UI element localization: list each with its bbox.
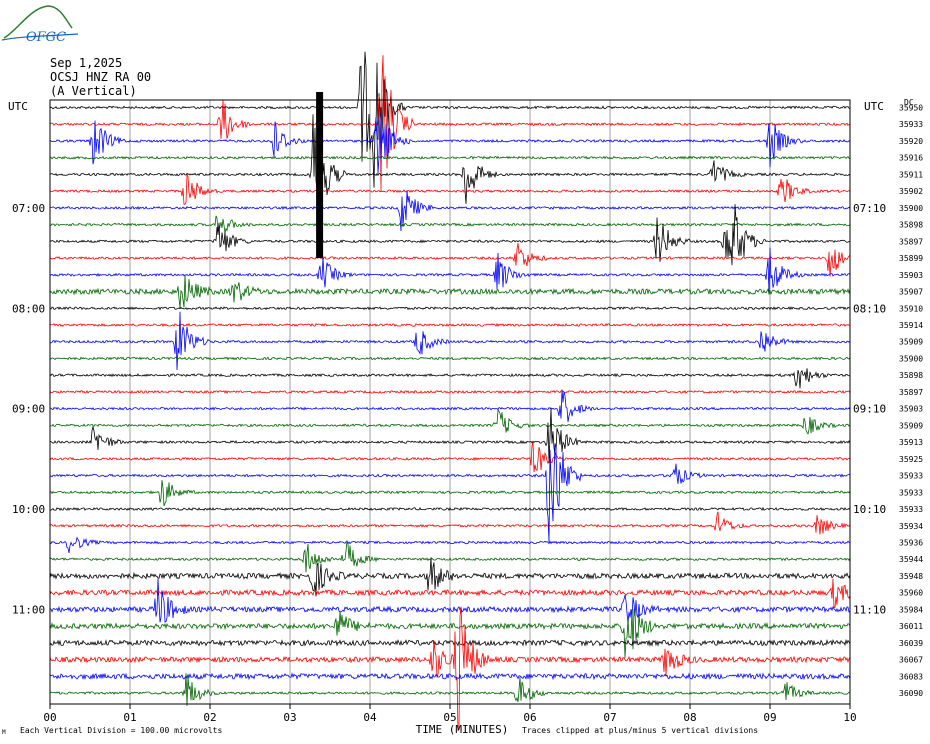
- trace-value: 36039: [899, 639, 923, 648]
- trace-value: 36090: [899, 689, 923, 698]
- trace-value: 35933: [899, 505, 923, 514]
- trace-value: 35913: [899, 438, 923, 447]
- trace-value: 35903: [899, 271, 923, 280]
- x-tick-label: 02: [203, 711, 216, 724]
- trace-value: 35933: [899, 488, 923, 497]
- trace-value: 35911: [899, 170, 923, 179]
- left-hour-label: 07:00: [12, 202, 45, 215]
- clipped-event-block: [316, 92, 323, 258]
- trace-value: 35948: [899, 572, 923, 581]
- clip-note: Traces clipped at plus/minus 5 vertical …: [522, 726, 758, 735]
- trace-value: 35909: [899, 338, 923, 347]
- trace-value: 35897: [899, 388, 923, 397]
- division-note: Each Vertical Division = 100.00 microvol…: [20, 726, 222, 735]
- right-hour-label: 11:10: [853, 603, 886, 616]
- left-hour-label: 11:00: [12, 603, 45, 616]
- trace-value: 35909: [899, 421, 923, 430]
- trace-value: 36011: [899, 622, 923, 631]
- right-hour-label: 10:10: [853, 503, 886, 516]
- trace-value: 35933: [899, 472, 923, 481]
- trace-value: 35920: [899, 137, 923, 146]
- right-trace-values: 3595035933359203591635911359023590035898…: [899, 104, 923, 699]
- trace-value: 35900: [899, 354, 923, 363]
- left-time-labels: 07:00 08:00 09:00 10:00 11:00: [12, 202, 45, 617]
- dc-label: DC: [904, 98, 914, 107]
- x-tick-label: 00: [43, 711, 56, 724]
- trace-value: 35934: [899, 522, 923, 531]
- trace-value: 35960: [899, 589, 923, 598]
- trace-value: 35936: [899, 538, 923, 547]
- utc-left-label: UTC: [8, 100, 28, 113]
- right-hour-label: 09:10: [853, 403, 886, 416]
- trace-value: 35903: [899, 405, 923, 414]
- right-time-labels: 07:10 08:10 09:10 10:10 11:10: [853, 202, 886, 617]
- x-tick-label: 06: [523, 711, 536, 724]
- trace-value: 36083: [899, 672, 923, 681]
- left-hour-label: 10:00: [12, 503, 45, 516]
- trace-value: 36067: [899, 656, 923, 665]
- x-tick-label: 09: [763, 711, 776, 724]
- trace-value: 35898: [899, 371, 923, 380]
- corner-mark: M: [2, 729, 6, 736]
- trace-value: 35916: [899, 154, 923, 163]
- trace-value: 35899: [899, 254, 923, 263]
- x-tick-label: 10: [843, 711, 856, 724]
- x-tick-label: 03: [283, 711, 296, 724]
- trace-value: 35897: [899, 237, 923, 246]
- trace-value: 35907: [899, 288, 923, 297]
- trace-value: 35925: [899, 455, 923, 464]
- x-tick-label: 07: [603, 711, 616, 724]
- left-hour-label: 08:00: [12, 302, 45, 315]
- right-hour-label: 08:10: [853, 302, 886, 315]
- trace-value: 35902: [899, 187, 923, 196]
- x-tick-label: 08: [683, 711, 696, 724]
- utc-right-label: UTC: [864, 100, 884, 113]
- trace-value: 35914: [899, 321, 923, 330]
- trace-value: 35984: [899, 605, 923, 614]
- right-hour-label: 07:10: [853, 202, 886, 215]
- trace-value: 35910: [899, 304, 923, 313]
- trace-value: 35900: [899, 204, 923, 213]
- trace-value: 35933: [899, 120, 923, 129]
- x-tick-label: 04: [363, 711, 377, 724]
- trace-value: 35898: [899, 221, 923, 230]
- trace-value: 35944: [899, 555, 923, 564]
- left-hour-label: 09:00: [12, 403, 45, 416]
- x-axis-ticks: 0001020304050607080910: [43, 704, 856, 724]
- x-axis-title: TIME (MINUTES): [416, 723, 509, 736]
- x-tick-label: 01: [123, 711, 136, 724]
